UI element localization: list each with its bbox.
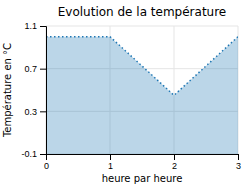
tick: 2 (172, 154, 177, 171)
tick-label: 0.7 (24, 64, 37, 74)
axis-line (40, 27, 47, 155)
tick-label: 1 (108, 161, 113, 171)
tick-mark (40, 111, 46, 112)
tick-label: 0.3 (24, 107, 37, 117)
axis-line (47, 155, 239, 161)
grid-line-y (46, 26, 238, 27)
tick: 0.7 (24, 64, 46, 74)
tick-label: 0 (44, 161, 49, 171)
area (46, 37, 238, 154)
tick-label: 2 (172, 161, 177, 171)
tick-mark (40, 154, 46, 155)
tick-mark (110, 154, 111, 160)
y-axis: -0.1 0.3 0.7 1.1 (21, 21, 46, 159)
y-label: Température en °C (2, 43, 13, 138)
chart: 0 1 2 3 -0.1 0.3 0.7 1.1 Evolution de la tempéra… (0, 0, 250, 188)
tick: 0.3 (24, 107, 46, 117)
title: Evolution de la température (58, 5, 227, 19)
tick-mark (238, 154, 239, 160)
tick-mark (40, 26, 46, 27)
tick-mark (174, 154, 175, 160)
marks (46, 37, 238, 154)
tick: 1.1 (24, 21, 46, 31)
tick-mark (40, 69, 46, 70)
x-label: heure par heure (102, 173, 183, 184)
line (46, 37, 238, 96)
tick-label: 1.1 (24, 21, 37, 31)
tick: 1 (108, 154, 113, 171)
tick: -0.1 (21, 149, 46, 159)
tick: 0 (44, 154, 49, 171)
x-axis: 0 1 2 3 (44, 154, 241, 171)
grid (46, 26, 238, 154)
tick-label: -0.1 (21, 149, 37, 159)
tick-label: 3 (236, 161, 241, 171)
plot: 0 1 2 3 -0.1 0.3 0.7 1.1 (21, 21, 241, 171)
tick: 3 (236, 154, 241, 171)
